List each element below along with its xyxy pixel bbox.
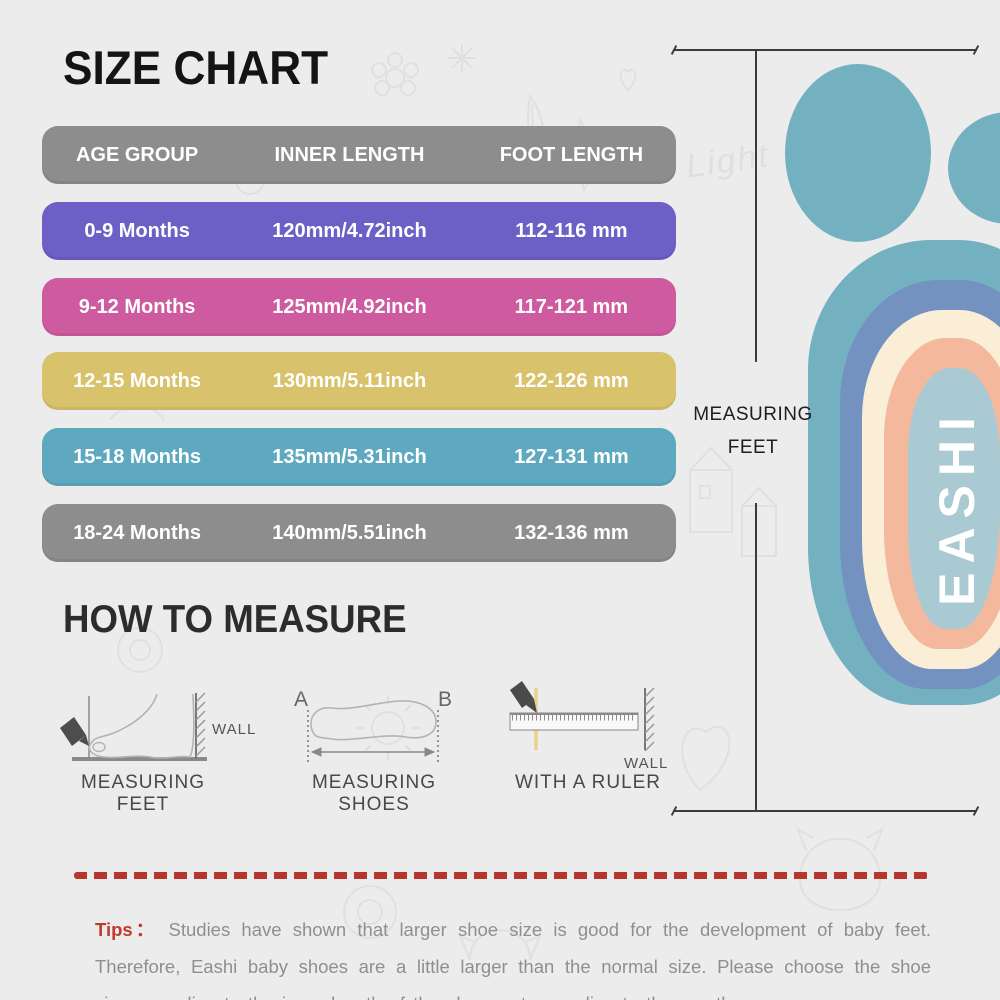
illustration-caption: MEASURING SHOES xyxy=(311,772,437,815)
pencil-icon xyxy=(510,681,537,713)
table-cell-age: 0-9 Months xyxy=(84,219,190,242)
footprint-layer-inner xyxy=(908,368,1000,629)
column-header-inner-length: INNER LENGTH xyxy=(274,143,425,166)
table-row: 0-9 Months 120mm/4.72inch 112-116 mm xyxy=(42,202,676,260)
table-cell-age: 18-24 Months xyxy=(73,521,201,544)
illustration-caption: MEASURING FEET xyxy=(80,772,206,815)
length-arrow xyxy=(310,747,436,757)
measure-line-bottom xyxy=(673,810,977,812)
table-cell-age: 12-15 Months xyxy=(73,369,201,392)
table-row: 12-15 Months 130mm/5.11inch 122-126 mm xyxy=(42,352,676,410)
footprint-graphic xyxy=(808,240,1000,705)
column-header-age-group: AGE GROUP xyxy=(75,143,199,166)
point-b-label: B xyxy=(438,688,452,711)
measuring-feet-illustration: WALL xyxy=(60,692,256,761)
table-cell-foot: 127-131 mm xyxy=(514,445,629,468)
wall-label: WALL xyxy=(624,755,668,772)
table-cell-foot: 112-116 mm xyxy=(515,219,628,242)
brand-logo-vertical: EASHI xyxy=(929,408,985,606)
page-title: SIZE CHART xyxy=(63,41,329,94)
tips-body: Studies have shown that larger shoe size… xyxy=(95,918,931,1000)
footprint-big-toe xyxy=(785,64,931,242)
measure-line-vertical-lower xyxy=(755,503,757,811)
wall-label: WALL xyxy=(212,721,256,738)
table-row: 9-12 Months 125mm/4.92inch 117-121 mm xyxy=(42,278,676,336)
foot-outline xyxy=(88,693,195,759)
illustration-caption: WITH A RULER xyxy=(514,772,662,793)
table-cell-inner: 140mm/5.51inch xyxy=(272,521,427,544)
section-title-how-to-measure: HOW TO MEASURE xyxy=(63,598,407,641)
measure-line-top xyxy=(673,49,977,51)
table-cell-foot: 132-136 mm xyxy=(514,521,629,544)
table-row: 18-24 Months 140mm/5.51inch 132-136 mm xyxy=(42,504,676,562)
shoe-sole-outline xyxy=(310,700,437,741)
measuring-feet-label: MEASURING FEET xyxy=(693,404,813,458)
table-row: 15-18 Months 135mm/5.31inch 127-131 mm xyxy=(42,428,676,486)
pencil-icon xyxy=(60,717,89,746)
table-cell-inner: 130mm/5.11inch xyxy=(272,369,427,392)
tips-label: Tips： xyxy=(95,918,158,940)
ruler-illustration: WALL xyxy=(509,681,668,772)
tips-divider-dashed-line xyxy=(74,872,928,879)
wall-hatching xyxy=(644,687,655,752)
measuring-shoes-illustration: A B xyxy=(294,688,452,762)
table-cell-inner: 135mm/5.31inch xyxy=(272,445,427,468)
tips-paragraph: Tips： Studies have shown that larger sho… xyxy=(95,911,931,1000)
point-a-label: A xyxy=(294,688,308,711)
column-header-foot-length: FOOT LENGTH xyxy=(499,143,644,166)
wall-hatching xyxy=(195,692,206,757)
table-cell-foot: 117-121 mm xyxy=(514,295,629,318)
ruler xyxy=(509,712,639,731)
table-cell-age: 15-18 Months xyxy=(73,445,201,468)
table-header-row: AGE GROUP INNER LENGTH FOOT LENGTH xyxy=(42,126,676,184)
table-cell-age: 9-12 Months xyxy=(78,295,196,318)
table-cell-inner: 120mm/4.72inch xyxy=(272,219,427,242)
measure-line-vertical-upper xyxy=(755,50,757,362)
table-cell-inner: 125mm/4.92inch xyxy=(272,295,427,318)
table-cell-foot: 122-126 mm xyxy=(514,369,629,392)
